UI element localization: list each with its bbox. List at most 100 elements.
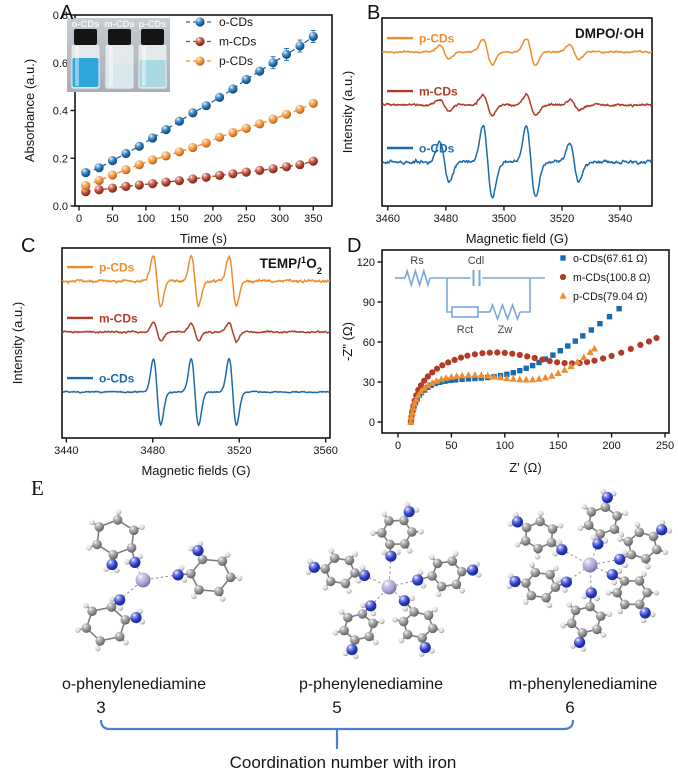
h-atom xyxy=(452,550,459,557)
data-point xyxy=(559,292,567,299)
c-atom xyxy=(595,529,606,539)
data-point xyxy=(591,357,598,364)
panel-d-letter: D xyxy=(347,235,362,257)
c-atom xyxy=(427,571,437,581)
data-point xyxy=(453,377,459,383)
x-tick-label: 0 xyxy=(395,440,401,452)
h-atom xyxy=(438,627,445,634)
panel-e-molecules xyxy=(74,488,673,749)
h-atom xyxy=(534,553,541,560)
n-atom xyxy=(467,564,479,576)
c-atom xyxy=(634,527,645,538)
data-point xyxy=(215,92,225,102)
h-atom xyxy=(459,587,465,594)
data-point xyxy=(228,84,238,94)
h-atom xyxy=(552,565,559,572)
data-point xyxy=(573,358,581,365)
data-point xyxy=(535,375,543,382)
data-point xyxy=(241,74,251,85)
data-point xyxy=(121,165,131,175)
x-tick-label: 350 xyxy=(304,213,322,225)
spin-adduct-annotation: DMPO/·OH xyxy=(575,26,644,41)
data-point xyxy=(590,344,599,352)
series-line xyxy=(85,102,314,187)
h-atom xyxy=(178,564,185,571)
c-atom xyxy=(385,539,395,550)
h-atom xyxy=(522,599,529,605)
h-atom xyxy=(432,606,438,613)
data-point xyxy=(490,372,498,380)
circuit-label-zw: Zw xyxy=(498,324,513,336)
c-atom xyxy=(634,599,645,610)
data-point xyxy=(457,354,465,361)
legend: o-CDs(67.61 Ω) m-CDs(100.8 Ω) p-CDs(79.04 … xyxy=(559,253,650,303)
coordination-bond xyxy=(589,543,599,566)
trace-label: o-CDs xyxy=(419,142,455,156)
data-point xyxy=(81,181,91,191)
data-point xyxy=(188,108,198,118)
x-axis-title: Z' (Ω) xyxy=(509,460,541,475)
data-point xyxy=(588,327,594,333)
data-point xyxy=(414,391,422,399)
c-atom xyxy=(350,635,360,645)
n-atom xyxy=(511,516,524,528)
y-tick-label: 90 xyxy=(363,297,375,309)
data-point xyxy=(407,418,415,425)
h-atom xyxy=(512,511,519,518)
data-point xyxy=(618,349,625,356)
h-atom xyxy=(197,540,204,547)
c-atom xyxy=(377,528,387,538)
data-point xyxy=(281,109,292,119)
h-atom xyxy=(89,519,95,526)
data-point xyxy=(308,156,318,166)
data-point xyxy=(559,273,567,281)
data-point xyxy=(458,371,466,379)
n-atom xyxy=(574,636,586,648)
y-axis-title: Absorbance (a.u.) xyxy=(22,59,37,162)
epr-trace-o-CDs xyxy=(61,357,330,427)
data-point xyxy=(522,375,530,383)
h-atom xyxy=(123,639,129,646)
c-atom xyxy=(423,610,434,621)
data-point xyxy=(445,359,452,366)
h-atom xyxy=(600,632,607,638)
h-atom xyxy=(546,602,553,609)
n-atom xyxy=(130,612,142,624)
c-atom xyxy=(436,581,447,592)
data-point xyxy=(541,373,549,381)
n-atom xyxy=(560,576,573,588)
c-atom xyxy=(612,587,622,598)
h-atom xyxy=(555,577,562,583)
data-point xyxy=(536,359,542,366)
h-atom xyxy=(83,602,89,609)
c-atom xyxy=(541,592,551,603)
h-atom xyxy=(529,562,535,568)
data-point xyxy=(606,314,613,320)
data-point xyxy=(496,373,505,381)
data-point xyxy=(161,151,171,161)
plot-frame xyxy=(381,17,653,207)
y-axis-title: Intensity (a.u.) xyxy=(10,302,25,384)
h-atom xyxy=(355,577,362,584)
h-atom xyxy=(581,593,587,600)
n-atom xyxy=(601,491,613,504)
data-point xyxy=(504,371,510,377)
y-tick-label: 0.8 xyxy=(53,10,68,22)
n-atom xyxy=(614,553,626,565)
n-atom xyxy=(308,561,320,573)
c-atom xyxy=(609,524,620,534)
c-atom xyxy=(533,543,543,554)
data-point xyxy=(447,377,453,384)
h-atom xyxy=(641,571,647,577)
data-point xyxy=(268,164,278,174)
data-point xyxy=(597,321,603,327)
c-atom xyxy=(120,615,131,625)
data-point xyxy=(471,371,479,378)
h-atom xyxy=(435,591,442,597)
x-tick-label: 100 xyxy=(137,213,155,225)
data-point xyxy=(529,375,537,383)
c-atom xyxy=(584,520,594,530)
data-point xyxy=(464,371,473,378)
data-point xyxy=(484,372,492,379)
c-atom xyxy=(225,572,236,583)
